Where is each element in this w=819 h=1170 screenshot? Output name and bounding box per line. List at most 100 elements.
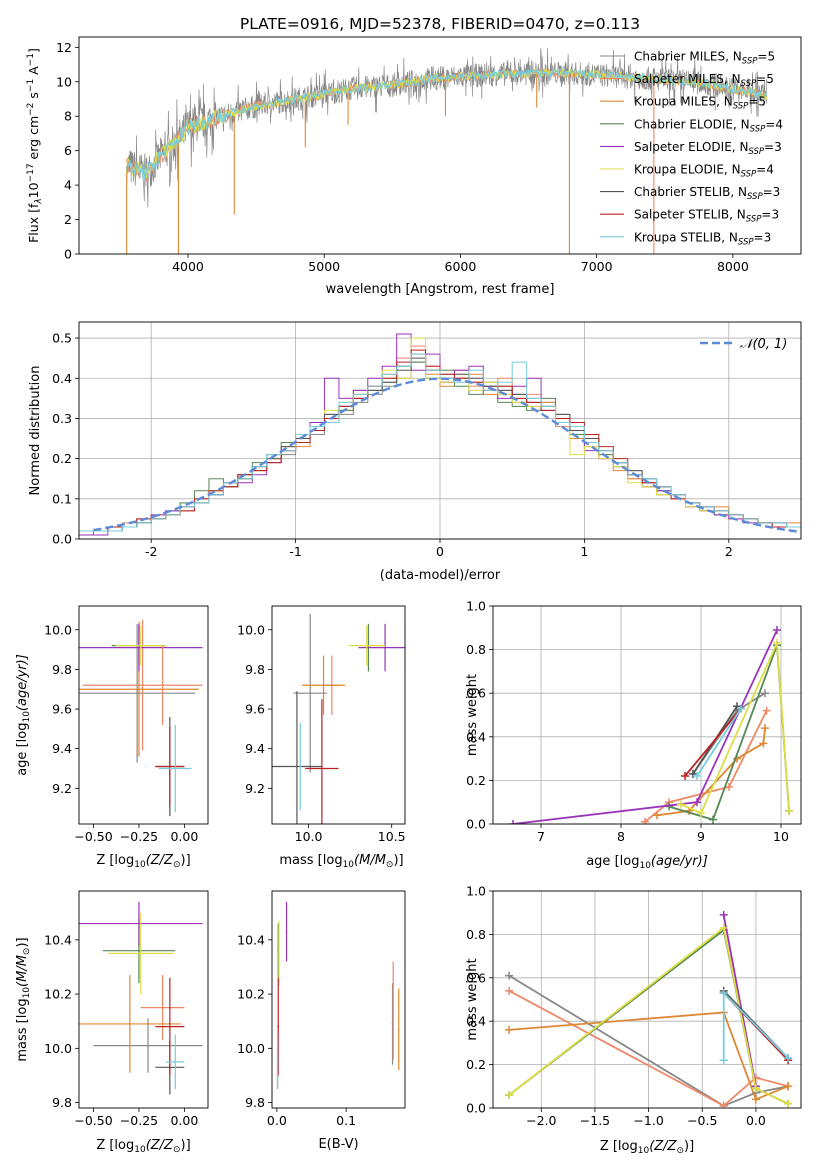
y-tick-label: 0.1 — [52, 491, 72, 506]
data-point — [141, 684, 144, 687]
legend-n: N — [732, 72, 741, 86]
label-part: ⊙ — [173, 1145, 181, 1155]
weight-marker — [773, 625, 781, 634]
legend-nssp: 5 — [758, 95, 766, 109]
data-point — [397, 1028, 400, 1031]
data-point — [322, 684, 325, 687]
legend-name: Salpeter ELODIE — [634, 140, 732, 154]
axes-frame — [492, 605, 802, 825]
y-tick-label: 0.4 — [466, 729, 486, 744]
data-point — [392, 1009, 395, 1012]
age-vs-mass-chart: 10.0 10.5 9.2 9.4 9.6 9.8 10.0 mass [log10(M/M⊙… — [237, 605, 406, 870]
x-tick-label: 0.00 — [170, 1113, 198, 1128]
legend-name: Chabrier STELIB — [634, 185, 730, 199]
legend-nssp: 3 — [773, 185, 781, 199]
x-axis-label: age [log10(age/yr)] — [586, 854, 708, 871]
legend-label: Chabrier STELIB, NSSP=3 — [634, 185, 780, 202]
x-tick-label: −2.0 — [526, 1113, 556, 1128]
weight-marker — [773, 639, 781, 648]
legend-sub: SSP — [742, 57, 758, 67]
y-tick-label: 9.6 — [52, 702, 72, 717]
legend-nssp: 4 — [775, 117, 783, 131]
weight-marker — [509, 820, 517, 824]
y-tick-label: 12 — [56, 40, 72, 55]
legend-sep: , — [732, 140, 740, 154]
y-tick-label: 10.0 — [237, 1041, 265, 1056]
label-part: (M/M — [354, 853, 386, 868]
label-part: (age/yr)] — [651, 854, 708, 869]
y-tick-label: 9.8 — [245, 662, 265, 677]
legend-label: Chabrier MILES, NSSP=5 — [634, 50, 775, 67]
y-tick-label: 1.0 — [466, 884, 486, 899]
data-point — [309, 692, 312, 695]
weight-marker — [751, 1084, 760, 1093]
x-tick-label: 0.1 — [336, 1113, 356, 1128]
weight-marker — [751, 1095, 760, 1104]
label-part: ⊙ — [22, 948, 32, 956]
y-tick-label: 0.2 — [466, 773, 486, 788]
weight-marker — [784, 1082, 793, 1091]
label-part: )] — [181, 1138, 191, 1153]
y-tick-label: 10.2 — [237, 987, 265, 1002]
legend-name: Salpeter MILES — [634, 72, 724, 86]
plot-area — [505, 910, 793, 1108]
y-tick-label: 0.8 — [466, 927, 486, 942]
legend-label: Kroupa ELODIE, NSSP=4 — [634, 163, 774, 180]
data-point — [138, 646, 140, 649]
weight-marker — [641, 817, 649, 824]
histogram-series — [79, 349, 801, 539]
y-tick-label: 0.3 — [52, 411, 72, 426]
data-point — [320, 767, 323, 770]
plot-area — [79, 619, 203, 817]
y-axis-label: mass [log10(M/M⊙)] — [15, 937, 32, 1061]
weight-vs-z-chart: −2.0 −1.5 −1.0 −0.5 0.0 0.0 0.2 0.4 0.6 0.8 1.0 mas… — [465, 884, 802, 1156]
y-tick-label: 2 — [64, 212, 72, 227]
legend-name: Salpeter STELIB — [634, 208, 729, 222]
x-tick-label: 10.5 — [378, 829, 406, 844]
data-point — [128, 1023, 131, 1025]
weight-vs-age-chart: 7 8 9 10 0.0 0.2 0.4 0.6 0.8 1.0 mass weight age [l… — [465, 599, 802, 871]
weight-marker — [759, 739, 768, 748]
legend-n: N — [724, 95, 733, 109]
weight-marker — [719, 910, 728, 919]
y-tick-label: 9.2 — [52, 781, 72, 796]
legend-n: N — [732, 163, 741, 177]
label-part: 10 — [638, 1146, 650, 1156]
histogram-series — [79, 353, 801, 539]
label-part: (Z/Z — [146, 1138, 174, 1153]
weight-line — [509, 1011, 789, 1101]
label-part: )] — [181, 853, 191, 868]
weight-marker — [719, 923, 728, 932]
axes-frame — [78, 890, 209, 1109]
weight-marker — [709, 815, 717, 824]
legend-n: N — [739, 140, 748, 154]
legend-sub: SSP — [748, 147, 764, 157]
y-tick-label: 0.0 — [52, 532, 72, 547]
plot-area — [126, 48, 768, 254]
x-tick-label: 8000 — [717, 259, 749, 274]
x-tick-label: −1.0 — [633, 1113, 663, 1128]
weight-marker — [719, 1101, 728, 1108]
spectrum-chart: 4000 5000 6000 7000 8000 0 2 4 6 8 10 12 wavelength … — [26, 36, 802, 297]
y-tick-label: 0.0 — [466, 1101, 486, 1116]
label-part: 10 — [343, 860, 355, 870]
x-tick-label: 1 — [580, 544, 588, 559]
weight-marker — [784, 1054, 793, 1063]
data-point — [161, 684, 164, 687]
legend-n: N — [738, 185, 747, 199]
label-part: (M/M — [15, 955, 30, 987]
legend-eq: = — [754, 230, 764, 244]
age-vs-z-chart: −0.50 −0.25 0.009.29.49.69.810.0Z [log10(Z… — [15, 605, 209, 870]
legend-label: Salpeter MILES, NSSP=5 — [634, 72, 774, 89]
weight-marker — [719, 1056, 728, 1065]
weight-marker — [697, 809, 705, 818]
weight-marker — [681, 772, 689, 781]
legend-nssp: 3 — [764, 230, 772, 244]
data-point — [384, 646, 386, 649]
weight-line — [684, 707, 742, 777]
y-tick-label: 1.0 — [466, 599, 486, 614]
y-axis-label: Flux [fλ10−17 erg cm−2 s−1 A−1] — [26, 48, 44, 243]
label-part: ⊙ — [676, 1146, 684, 1156]
axes-frame — [78, 36, 802, 255]
